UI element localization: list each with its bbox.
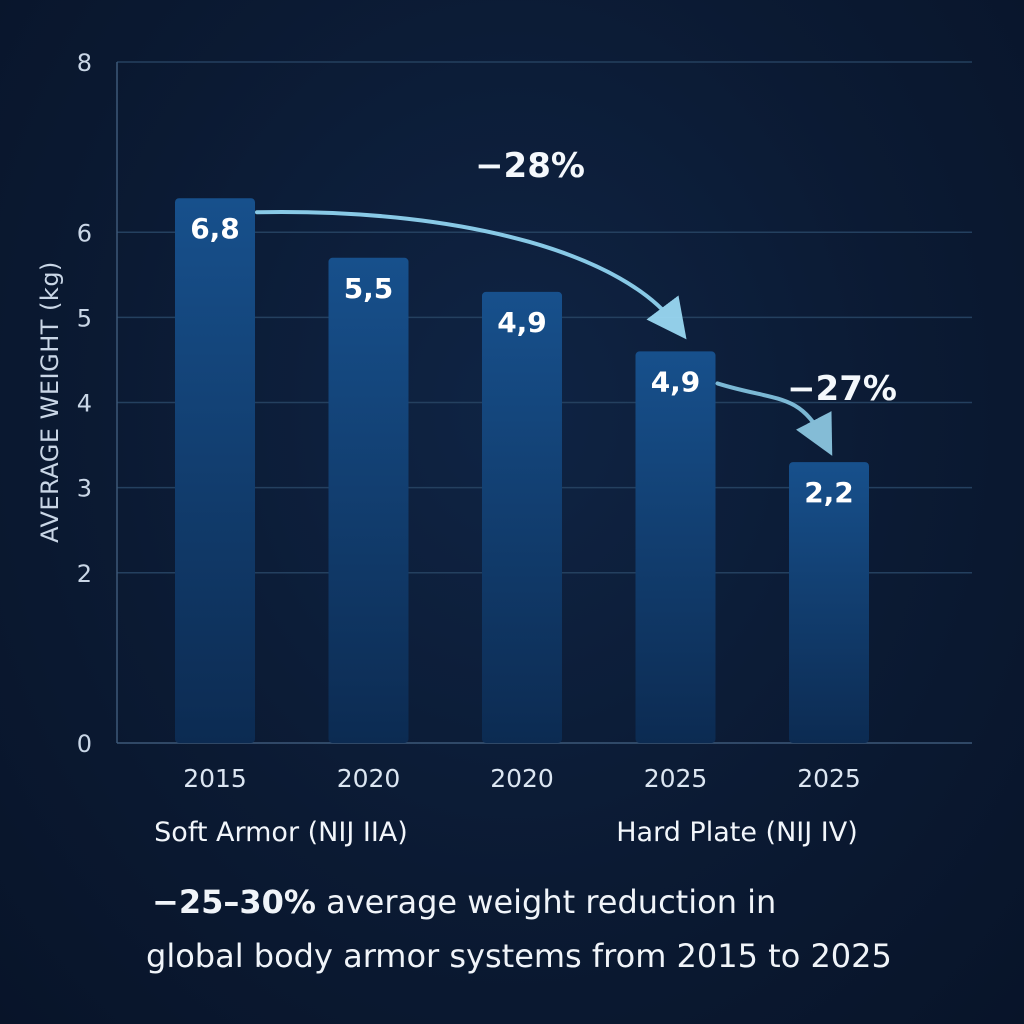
group-label-hard-plate: Hard Plate (NIJ IV)	[616, 817, 858, 848]
bar-3	[635, 351, 716, 743]
y-tick-label-2: 2	[77, 560, 92, 588]
y-tick-label-4: 4	[77, 390, 92, 418]
axes-layer: 0 2 3 4 5 6 8 AVERAGE WEIGHT (kg)	[36, 49, 972, 758]
annotation-layer: −28% −27%	[255, 146, 897, 456]
arrow-drop-1	[255, 209, 687, 340]
bars-layer	[175, 198, 869, 743]
caption-highlight: −25–30%	[152, 883, 316, 921]
bar-value-label-1: 5,5	[344, 272, 394, 305]
arrow-drop-2	[715, 381, 833, 456]
x-tick-label-2: 2020	[490, 764, 554, 793]
bar-1	[328, 257, 409, 743]
y-axis-title: AVERAGE WEIGHT (kg)	[36, 261, 64, 543]
bar-value-label-3: 4,9	[651, 365, 701, 398]
y-tick-label-3: 3	[77, 475, 92, 503]
bar-value-label-0: 6,8	[190, 212, 240, 245]
annotation-drop-2: −27%	[787, 369, 897, 409]
labels-layer: 6,8 2015 5,5 2020 4,9 2020 4,9 2025 2,2 2025 Soft …	[154, 212, 861, 848]
caption-line-2: global body armor systems from 2015 to 2…	[0, 937, 1024, 975]
y-tick-label-5: 5	[77, 304, 92, 332]
x-tick-label-0: 2015	[183, 764, 247, 793]
x-tick-label-4: 2025	[797, 764, 861, 793]
bar-value-label-4: 2,2	[804, 476, 854, 509]
bar-2	[482, 291, 562, 743]
caption-line-1: −25–30% average weight reduction in	[0, 883, 1024, 921]
caption-line-1-text: average weight reduction in	[315, 883, 777, 921]
annotation-drop-1: −28%	[475, 146, 585, 186]
group-label-soft-armor: Soft Armor (NIJ IIA)	[154, 817, 408, 848]
caption-line-2-text: global body armor systems from 2015 to 2…	[146, 937, 892, 975]
y-tick-label-6: 6	[77, 219, 92, 247]
bar-0	[175, 198, 255, 743]
x-tick-label-3: 2025	[644, 764, 708, 793]
bar-value-label-2: 4,9	[497, 306, 547, 339]
x-tick-label-1: 2020	[337, 764, 401, 793]
y-tick-label-8: 8	[77, 49, 92, 77]
y-tick-label-0: 0	[77, 730, 92, 758]
bar-4	[789, 462, 869, 743]
